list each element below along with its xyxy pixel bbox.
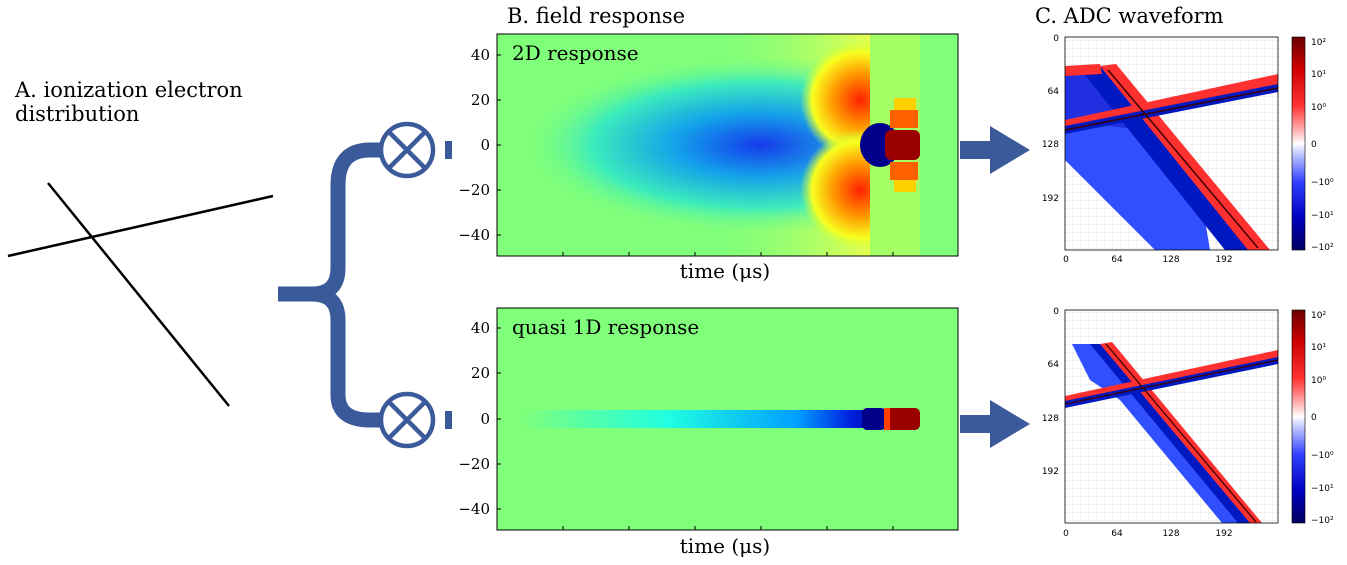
c2-cbar-tick-minus1: −10⁰: [1311, 451, 1334, 461]
c1-xtick-192: 192: [1215, 255, 1232, 265]
c1-xtick-0: 0: [1063, 255, 1069, 265]
top-ytick-0: 0: [480, 136, 490, 154]
bottom-ytick-40: 40: [471, 319, 490, 337]
top-ytick-40: 40: [471, 46, 490, 64]
track-line-1: [47, 182, 230, 407]
top-ytick-minus40: −40: [458, 226, 490, 244]
c2-ytick-0: 0: [1053, 307, 1059, 317]
c1-xtick-64: 64: [1111, 255, 1123, 265]
c1-cbar-tick-0: 0: [1311, 140, 1317, 150]
panel-b-title: B. field response: [507, 4, 685, 28]
convolution-icon-bottom: [378, 391, 452, 449]
bottom-ytick-20: 20: [471, 364, 490, 382]
convolution-icon-top: [378, 121, 452, 179]
panel-a-title-line2: distribution: [15, 102, 139, 126]
field-response-2d-plot: 2D response 40 20 0 −20 −40 time (μs): [458, 33, 959, 283]
c1-ytick-0: 0: [1053, 34, 1059, 44]
c2-ytick-128: 128: [1042, 414, 1059, 424]
top-plot-label: 2D response: [512, 41, 639, 65]
field-response-1d-plot: quasi 1D response 40 20 0 −20 −40 time (…: [458, 307, 959, 558]
c1-ytick-64: 64: [1048, 87, 1060, 97]
split-brace: [278, 142, 380, 428]
c1-ytick-128: 128: [1042, 140, 1059, 150]
track-line-2: [7, 194, 274, 258]
c1-cbar-tick-minus1: −10⁰: [1311, 178, 1334, 188]
c1-cbar-tick-10: 10¹: [1311, 70, 1326, 80]
c2-ytick-192: 192: [1042, 467, 1059, 477]
c1-cbar-tick-minus100: −10²: [1311, 243, 1334, 253]
c2-xtick-64: 64: [1111, 529, 1123, 539]
c2-ytick-64: 64: [1048, 360, 1060, 370]
c2-cbar-tick-minus10: −10¹: [1311, 484, 1334, 494]
top-xlabel: time (μs): [680, 259, 770, 283]
c2-cbar-tick-100: 10²: [1311, 311, 1326, 321]
c2-xtick-128: 128: [1162, 529, 1179, 539]
bottom-ytick-0: 0: [480, 410, 490, 428]
c1-cbar-tick-1: 10⁰: [1311, 103, 1326, 113]
c1-cbar-tick-100: 10²: [1311, 38, 1326, 48]
bottom-ytick-minus20: −20: [458, 455, 490, 473]
arrow-icon-bottom: [960, 400, 1030, 448]
c1-xtick-128: 128: [1162, 255, 1179, 265]
electron-tracks: [7, 182, 274, 407]
c2-cbar-tick-0: 0: [1311, 413, 1317, 423]
bottom-ytick-minus40: −40: [458, 500, 490, 518]
adc-waveform-bottom: 0 64 128 192 0 64 128 192 10² 10¹ 10⁰ 0 …: [1042, 307, 1334, 539]
panel-a-title-line1: A. ionization electron: [14, 78, 243, 102]
c2-cbar-tick-1: 10⁰: [1311, 376, 1326, 386]
bottom-xlabel: time (μs): [680, 534, 770, 558]
adc-waveform-top: 0 64 128 192 0 64 128 192 10² 10¹ 10⁰ 0 …: [1042, 34, 1334, 265]
c1-ytick-192: 192: [1042, 194, 1059, 204]
panel-c-title: C. ADC waveform: [1035, 4, 1224, 28]
colorbar-bottom: [1291, 309, 1306, 524]
c2-xtick-0: 0: [1063, 529, 1069, 539]
c2-cbar-tick-10: 10¹: [1311, 343, 1326, 353]
colorbar-top: [1291, 36, 1306, 251]
c2-cbar-tick-minus100: −10²: [1311, 516, 1334, 526]
top-ytick-20: 20: [471, 91, 490, 109]
top-ytick-minus20: −20: [458, 181, 490, 199]
arrow-icon-top: [960, 126, 1030, 174]
c2-xtick-192: 192: [1215, 529, 1232, 539]
c1-cbar-tick-minus10: −10¹: [1311, 211, 1334, 221]
bottom-plot-label: quasi 1D response: [512, 315, 699, 339]
